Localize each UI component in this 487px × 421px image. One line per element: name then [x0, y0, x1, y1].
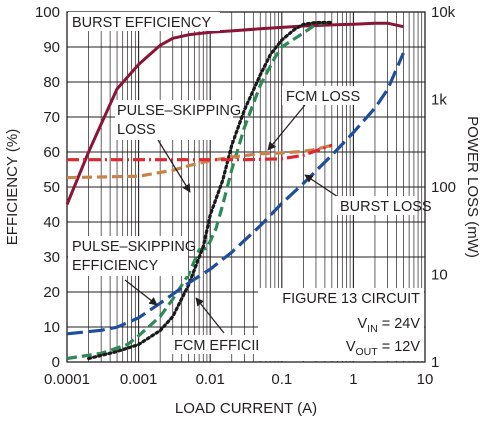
annotation-bg-pulse-skipping-loss	[115, 100, 233, 140]
y-tick-label: 70	[43, 109, 60, 126]
y-tick-label: 20	[43, 284, 60, 301]
annotation-fcm-loss: FCM LOSS	[286, 89, 360, 105]
annotation-bg-pulse-skipping-efficiency	[68, 236, 188, 276]
x-tick-label: 0.0001	[44, 371, 90, 388]
leader-fcm-loss	[267, 104, 306, 151]
y2-tick-label: 10	[431, 267, 448, 284]
y-tick-label: 50	[43, 179, 60, 196]
y2-tick-label: 1	[431, 354, 439, 371]
leader-fcm-efficiency	[195, 297, 225, 334]
series-pulse-skipping-efficiency	[66, 20, 326, 361]
annotation-vout: VOUT = 12V	[346, 339, 420, 358]
series-burst-efficiency	[65, 21, 404, 206]
y-tick-label: 40	[43, 214, 60, 231]
x-tick-label: 10	[417, 371, 434, 388]
annotation-pulse-skipping-efficiency-line2: EFFICIENCY	[72, 258, 159, 274]
annotation-pulse-skipping-loss-line2: LOSS	[117, 122, 156, 138]
tick-labels: 0.0001 0.001 0.01 0.1 1 100102030405060708090…	[35, 4, 456, 388]
y-tick-label: 0	[52, 354, 60, 371]
plot-frame	[66, 11, 426, 363]
series-fcm-loss	[67, 143, 333, 162]
x-tick-label: 1	[349, 371, 357, 388]
y-axis-title: EFFICIENCY (%)	[4, 129, 21, 245]
y-tick-label: 60	[43, 144, 60, 161]
annotations: BURST EFFICIENCY PULSE–SKIPPING LOSS FCM…	[68, 12, 432, 361]
leader-pulse-skipping-efficiency	[124, 279, 158, 306]
annotation-bg-fcm-loss	[282, 86, 367, 105]
annotation-bg-burst-loss	[336, 196, 416, 215]
series-burst-loss	[66, 52, 405, 336]
annotation-pulse-skipping-efficiency-line1: PULSE–SKIPPING	[72, 239, 196, 255]
x-tick-label: 0.1	[271, 371, 292, 388]
y2-tick-label: 10k	[431, 4, 456, 21]
leader-burst-loss	[304, 174, 339, 198]
y-tick-label: 80	[43, 74, 60, 91]
x-tick-label: 0.01	[196, 371, 225, 388]
annotation-burst-efficiency: BURST EFFICIENCY	[72, 15, 211, 31]
annotation-bg-circuit	[258, 288, 424, 361]
x-axis-title: LOAD CURRENT (A)	[175, 400, 317, 417]
series-fcm-efficiency	[87, 20, 334, 361]
y-tick-label: 10	[43, 319, 60, 336]
x-tick-label: 0.001	[120, 371, 158, 388]
y2-tick-label: 100	[431, 179, 456, 196]
annotation-vin: VIN = 24V	[358, 316, 421, 335]
leader-lines	[124, 104, 339, 334]
annotation-figure-circuit: FIGURE 13 CIRCUIT	[282, 291, 420, 307]
y-tick-label: 90	[43, 39, 60, 56]
y2-axis-title: POWER LOSS (mW)	[464, 116, 481, 258]
y-tick-label: 100	[35, 4, 60, 21]
y-tick-label: 30	[43, 249, 60, 266]
leader-pulse-skipping-loss	[157, 139, 191, 193]
y2-tick-label: 1k	[431, 92, 447, 109]
annotation-pulse-skipping-loss-line1: PULSE–SKIPPING	[117, 103, 241, 119]
annotation-burst-loss: BURST LOSS	[340, 199, 432, 215]
annotation-bg-burst-efficiency	[68, 12, 220, 31]
series-lines	[65, 20, 405, 361]
